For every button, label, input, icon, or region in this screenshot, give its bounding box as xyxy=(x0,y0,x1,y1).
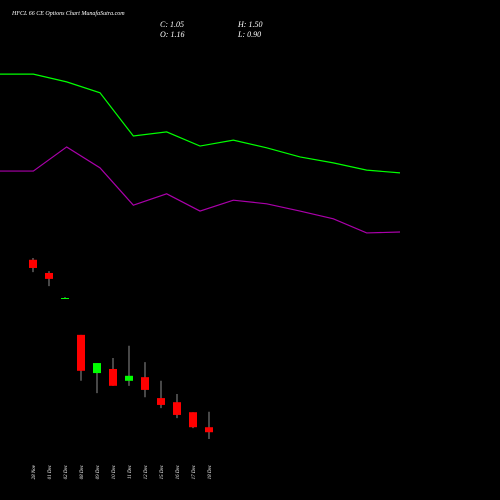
high-label: H: 1.50 xyxy=(237,20,262,29)
x-tick-label: 08 Dec xyxy=(80,464,85,479)
low-label: L: 0.90 xyxy=(237,30,261,39)
candle-body xyxy=(61,298,69,299)
candle-body xyxy=(45,272,53,279)
x-tick-label: 17 Dec xyxy=(192,464,197,479)
candle-body xyxy=(205,427,213,433)
x-tick-label: 18 Dec xyxy=(208,464,213,479)
x-tick-label: 28 Nov xyxy=(32,464,37,479)
close-label: C: 1.05 xyxy=(160,20,184,29)
x-tick-label: 11 Dec xyxy=(128,464,133,479)
average-line xyxy=(0,146,401,234)
chart-title: HFCL 66 CE Options Chart MunafaSutra.com xyxy=(11,10,125,17)
x-tick-label: 12 Dec xyxy=(144,464,149,479)
candle-body xyxy=(173,402,181,415)
open-label: O: 1.16 xyxy=(160,30,184,39)
x-tick-label: 10 Dec xyxy=(112,464,117,479)
x-tick-label: 09 Dec xyxy=(96,464,101,479)
x-tick-label: 16 Dec xyxy=(176,464,181,479)
candle-body xyxy=(109,368,117,386)
candle-body xyxy=(141,377,149,390)
candle-body xyxy=(157,398,165,405)
candle-body xyxy=(29,259,37,268)
x-tick-label: 02 Dec xyxy=(64,464,69,479)
x-tick-label: 15 Dec xyxy=(160,464,165,479)
candle-body xyxy=(77,334,85,371)
candle-body xyxy=(125,375,133,381)
x-tick-label: 01 Dec xyxy=(48,464,53,479)
average-line xyxy=(0,73,401,174)
candle-body xyxy=(189,412,197,428)
candle-body xyxy=(93,363,101,374)
